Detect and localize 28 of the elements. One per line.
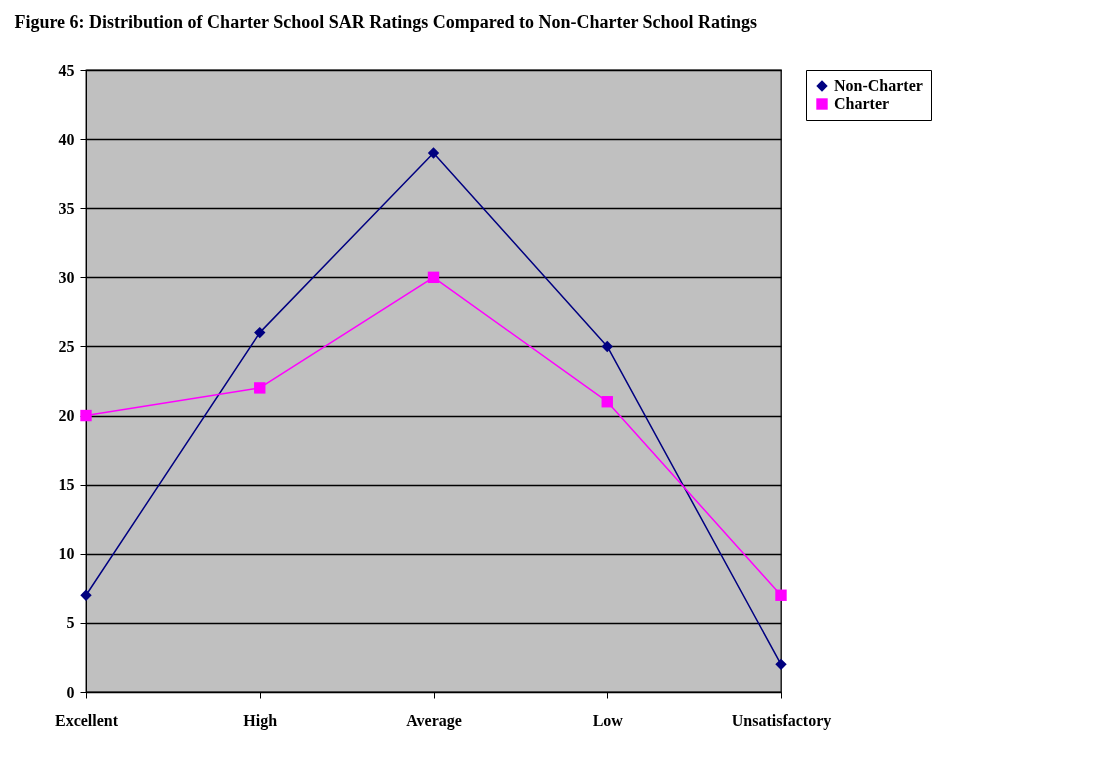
x-tick-label: Unsatisfactory	[731, 711, 832, 730]
y-tick-label: 10	[58, 545, 75, 563]
point	[254, 382, 266, 394]
point	[427, 271, 440, 284]
y-tick-label: 5	[66, 614, 75, 632]
point	[80, 589, 92, 601]
y-tick-label: 30	[58, 268, 75, 286]
x-tick-label: Excellent	[54, 711, 119, 729]
x-tick-label: Average	[406, 711, 462, 730]
legend-label: Non-Charter	[834, 77, 923, 94]
chart-title: Figure 6: Distribution of Charter School SAR Ratings Compared to Non-Charter School Ratings	[14, 12, 758, 32]
x-tick-label: High	[243, 711, 278, 730]
x-tick-label: Low	[592, 711, 624, 729]
y-tick-label: 25	[58, 337, 75, 355]
point	[254, 326, 266, 339]
legend-label: Charter	[834, 95, 890, 112]
point	[601, 396, 613, 408]
y-tick-label: 40	[58, 130, 75, 148]
y-tick-label: 35	[58, 199, 75, 217]
point	[775, 589, 787, 601]
y-tick-label: 15	[58, 476, 75, 494]
point	[601, 340, 613, 353]
point	[80, 409, 92, 422]
point	[775, 658, 787, 671]
point	[427, 147, 440, 159]
y-tick-label: 20	[58, 407, 75, 425]
y-tick-label: 45	[58, 61, 75, 79]
y-tick-label: 0	[66, 683, 75, 701]
